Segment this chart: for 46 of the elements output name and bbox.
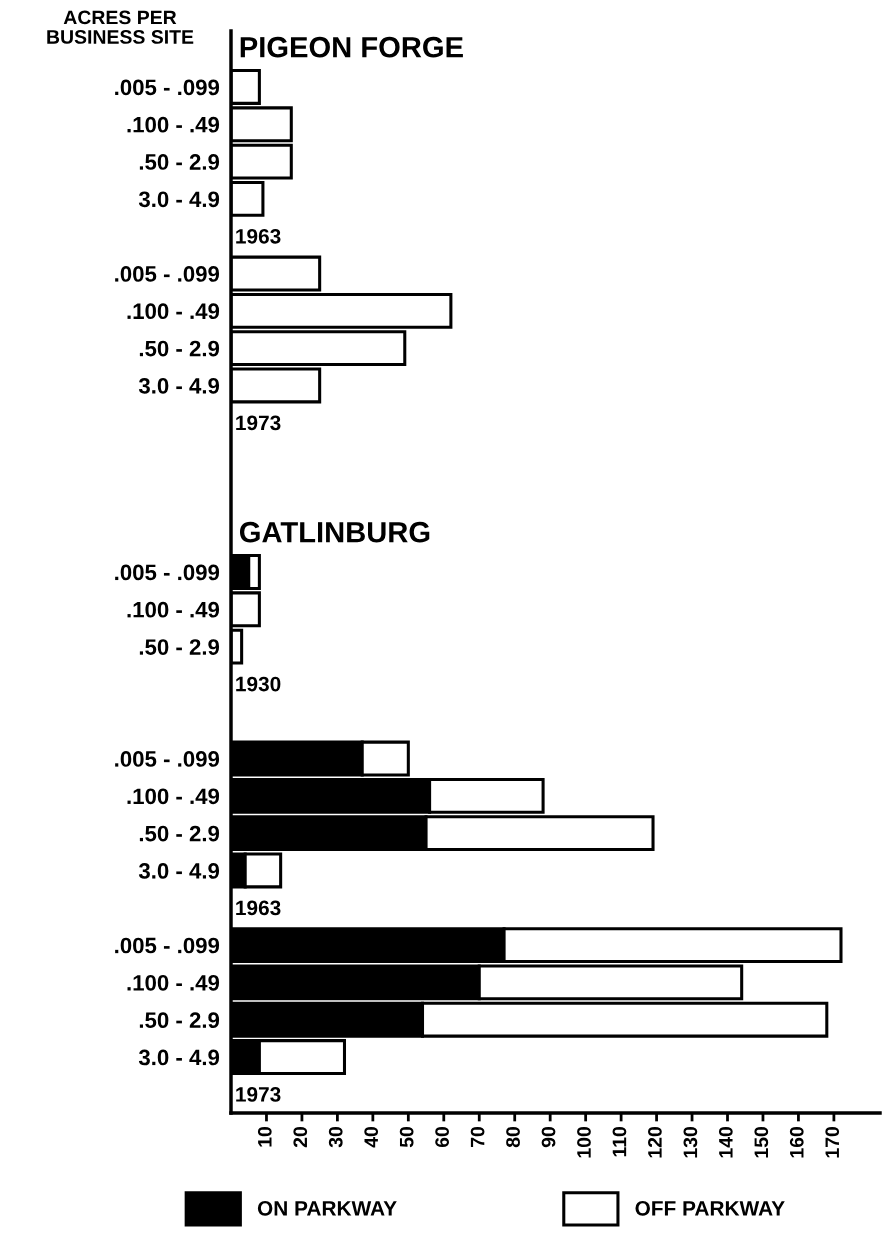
x-tick-label: 80 [506, 1126, 520, 1148]
x-tick-label: 90 [541, 1126, 556, 1148]
y-tick-label: .005 - .099 [115, 79, 220, 96]
x-tick-label: 30 [328, 1126, 343, 1148]
annotation: PIGEON FORGE [240, 36, 463, 58]
annotation: GATLINBURG [239, 521, 430, 543]
annotation: 1930 [236, 676, 281, 692]
y-tick-label: 3.0 - 4.9 [138, 863, 220, 879]
y-tick-label: .005 - .099 [115, 937, 220, 954]
y-tick-label: .005 - .099 [115, 266, 220, 282]
y-tick-label: 3.0 - 4.9 [138, 377, 220, 394]
x-tick-label: 120 [648, 1126, 662, 1158]
y-tick-label: 3.0 - 4.9 [138, 191, 220, 208]
x-tick-label: 20 [293, 1126, 308, 1148]
legend-label: ON PARKWAY [257, 1200, 397, 1216]
y-tick-label: .50 - 2.9 [139, 154, 220, 170]
x-tick-label: 60 [435, 1126, 450, 1148]
y-tick-label: .100 - .49 [127, 303, 220, 320]
x-tick-label: 70 [470, 1126, 485, 1147]
y-tick-label: .100 - .49 [127, 788, 220, 805]
annotation: 1973 [236, 1087, 281, 1102]
y-axis-title: ACRES PER BUSINESS SITE [47, 10, 194, 44]
x-tick-label: 10 [257, 1126, 272, 1147]
x-tick-label: 100 [577, 1126, 591, 1158]
x-tick-label: 170 [825, 1126, 840, 1158]
x-tick-label: 50 [399, 1126, 414, 1148]
y-tick-label: .50 - 2.9 [139, 639, 220, 655]
x-tick-label: 140 [718, 1126, 733, 1158]
y-tick-label: .100 - .49 [127, 601, 220, 618]
x-tick-label: 160 [789, 1126, 804, 1158]
annotation: 1963 [236, 228, 281, 244]
x-tick-label: 150 [754, 1126, 769, 1158]
x-tick-label: 130 [683, 1126, 698, 1158]
y-tick-label: .100 - .49 [127, 974, 220, 991]
x-tick-label: 110 [612, 1126, 627, 1157]
y-tick-label: .50 - 2.9 [139, 340, 220, 357]
x-tick-label: 40 [364, 1126, 379, 1148]
y-tick-label: .100 - .49 [127, 116, 220, 133]
y-tick-label: 3.0 - 4.9 [138, 1049, 220, 1066]
legend-label: OFF PARKWAY [635, 1200, 785, 1216]
annotation: 1973 [236, 415, 281, 431]
y-tick-label: .50 - 2.9 [139, 825, 220, 842]
y-tick-label: .005 - .099 [115, 564, 220, 581]
y-tick-label: .005 - .099 [115, 751, 220, 767]
y-tick-label: .50 - 2.9 [139, 1012, 220, 1028]
annotation: 1963 [236, 900, 281, 916]
